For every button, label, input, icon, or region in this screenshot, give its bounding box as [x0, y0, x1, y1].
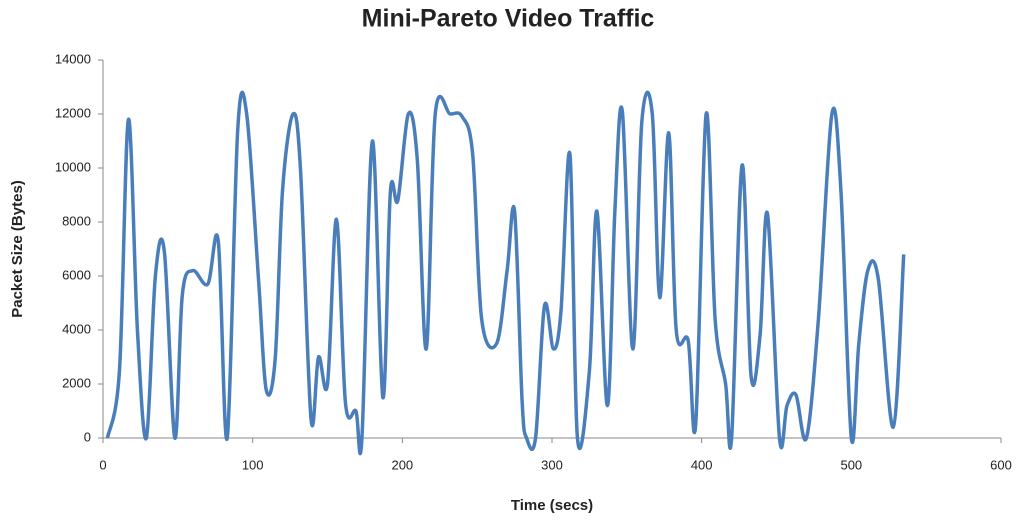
y-tick-label: 6000: [62, 267, 91, 282]
x-tick-label: 300: [541, 457, 563, 472]
chart-title: Mini-Pareto Video Traffic: [362, 5, 655, 33]
x-tick-label: 100: [242, 457, 264, 472]
y-tick-label: 10000: [55, 159, 91, 174]
y-tick-label: 14000: [55, 51, 91, 66]
x-tick-label: 500: [840, 457, 862, 472]
y-tick-label: 4000: [62, 321, 91, 336]
y-tick-label: 2000: [62, 375, 91, 390]
y-tick-label: 0: [84, 429, 91, 444]
data-line: [105, 90, 906, 456]
y-tick-label: 8000: [62, 213, 91, 228]
y-axis-title: Packet Size (Bytes): [9, 180, 26, 318]
x-tick-label: 400: [691, 457, 713, 472]
x-tick-label: 200: [391, 457, 413, 472]
x-tick-label: 0: [99, 457, 106, 472]
y-tick-label: 12000: [55, 105, 91, 120]
x-tick-label: 600: [990, 457, 1012, 472]
x-axis-title: Time (secs): [511, 497, 593, 514]
